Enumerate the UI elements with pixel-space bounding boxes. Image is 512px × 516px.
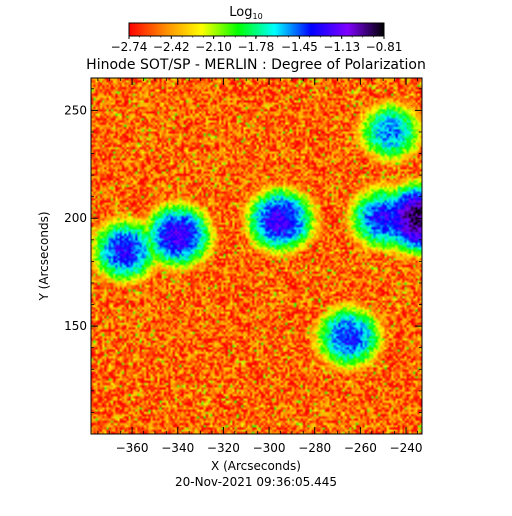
- colorbar-tick-label: −2.10: [195, 40, 232, 54]
- colorbar-tick-label: −0.81: [366, 40, 403, 54]
- colorbar: [128, 22, 385, 37]
- x-tick-label: −360: [116, 441, 149, 455]
- colorbar-label: Log10: [229, 5, 262, 21]
- plot-frame: [90, 77, 423, 435]
- x-tick-label: −340: [161, 441, 194, 455]
- colorbar-tick-label: −2.42: [153, 40, 190, 54]
- polarization-heatmap: [91, 78, 422, 434]
- y-tick-label: 150: [64, 319, 87, 333]
- y-tick-label: 250: [64, 103, 87, 117]
- x-tick-label: −260: [344, 441, 377, 455]
- plot-area: [90, 77, 423, 435]
- y-tick-label: 200: [64, 211, 87, 225]
- y-axis-label: Y (Arcseconds): [37, 211, 51, 301]
- timestamp: 20-Nov-2021 09:36:05.445: [175, 475, 337, 489]
- chart-title: Hinode SOT/SP - MERLIN : Degree of Polar…: [86, 57, 426, 73]
- colorbar-tick-label: −2.74: [111, 40, 148, 54]
- colorbar-tick-label: −1.78: [237, 40, 274, 54]
- x-tick-label: −280: [298, 441, 331, 455]
- x-tick-label: −320: [207, 441, 240, 455]
- colorbar-ticks: −2.74 −2.42 −2.10 −1.78 −1.45 −1.13 −0.81: [111, 36, 403, 54]
- colorbar-tick-label: −1.13: [323, 40, 360, 54]
- colorbar-tick-label: −1.45: [281, 40, 318, 54]
- y-axis-ticks: 150 200 250: [64, 88, 422, 413]
- x-tick-label: −240: [390, 441, 423, 455]
- x-axis-ticks: −360 −340 −320 −300 −280 −260 −240: [97, 78, 423, 455]
- x-axis-label: X (Arcseconds): [211, 459, 301, 473]
- x-tick-label: −300: [253, 441, 286, 455]
